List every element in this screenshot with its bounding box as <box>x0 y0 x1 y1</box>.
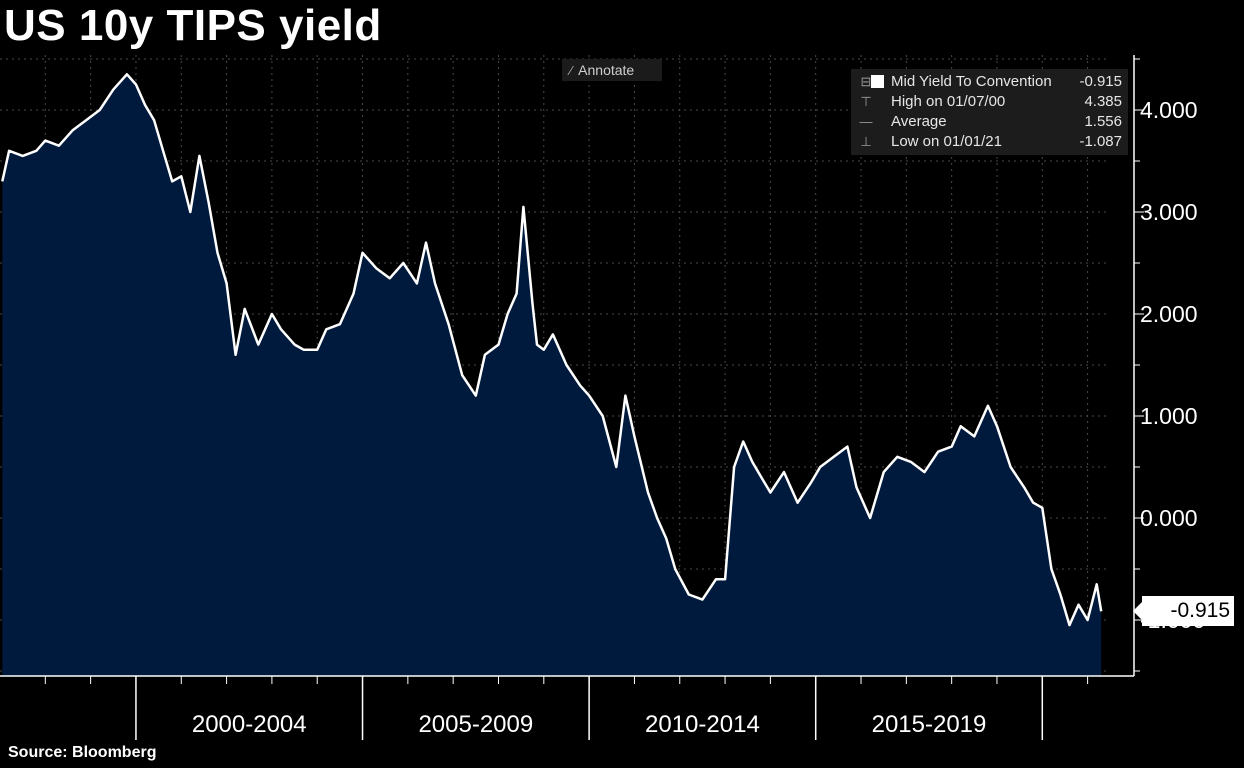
x-period-labels: 2000-2004 2005-2009 2010-2014 2015-2019 <box>192 711 987 738</box>
legend-high-value: 4.385 <box>1084 93 1122 110</box>
series-area <box>2 74 1102 677</box>
series-line <box>1 73 1103 627</box>
legend-average-label: Average <box>891 113 947 130</box>
legend-series-row[interactable]: ⊟ Mid Yield To Convention -0.915 <box>851 72 1128 92</box>
legend-average-value: 1.556 <box>1084 113 1122 130</box>
legend-series-value: -0.915 <box>1079 73 1122 90</box>
chart-title: US 10y TIPS yield <box>4 1 382 50</box>
legend-low-label: Low on 01/01/21 <box>891 133 1002 150</box>
pencil-icon: ∕ <box>570 63 573 78</box>
x-period-label: 2000-2004 <box>192 711 307 738</box>
legend-high-label: High on 01/07/00 <box>891 93 1006 110</box>
legend-high-row: ⊤ High on 01/07/00 4.385 <box>851 92 1128 112</box>
low-marker-icon: ⊥ <box>860 134 872 149</box>
y-tick-label: 0.000 <box>1140 505 1198 531</box>
x-period-label: 2005-2009 <box>418 711 533 738</box>
high-marker-icon: ⊤ <box>860 94 872 109</box>
annotate-label: Annotate <box>578 62 635 78</box>
series-swatch <box>871 75 884 88</box>
legend-average-row: — Average 1.556 <box>851 112 1128 132</box>
annotate-button[interactable]: ∕ Annotate <box>562 59 662 81</box>
legend-low-row: ⊥ Low on 01/01/21 -1.087 <box>851 132 1128 152</box>
legend-series-label: Mid Yield To Convention <box>891 73 1052 90</box>
y-tick-label: 2.000 <box>1140 301 1198 327</box>
y-tick-label: 3.000 <box>1140 199 1198 225</box>
collapse-icon[interactable]: ⊟ <box>860 74 872 89</box>
x-period-label: 2015-2019 <box>872 711 987 738</box>
source-note: Source: Bloomberg <box>8 744 157 761</box>
x-period-label: 2010-2014 <box>645 711 760 738</box>
last-value-badge: -0.915 <box>1133 596 1234 626</box>
legend-low-value: -1.087 <box>1079 133 1122 150</box>
y-tick-label: 1.000 <box>1140 403 1198 429</box>
axes <box>0 55 1144 740</box>
average-marker-icon: — <box>859 114 873 129</box>
legend: ⊟ Mid Yield To Convention -0.915 ⊤ High … <box>851 69 1128 155</box>
y-tick-label: 4.000 <box>1140 97 1198 123</box>
